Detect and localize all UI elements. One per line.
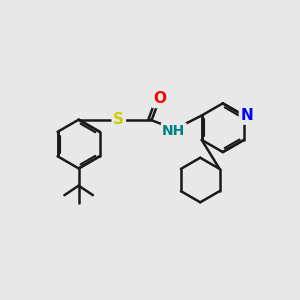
Text: S: S <box>113 112 124 127</box>
Text: NH: NH <box>162 124 185 138</box>
Text: N: N <box>241 108 253 123</box>
Text: O: O <box>153 92 166 106</box>
